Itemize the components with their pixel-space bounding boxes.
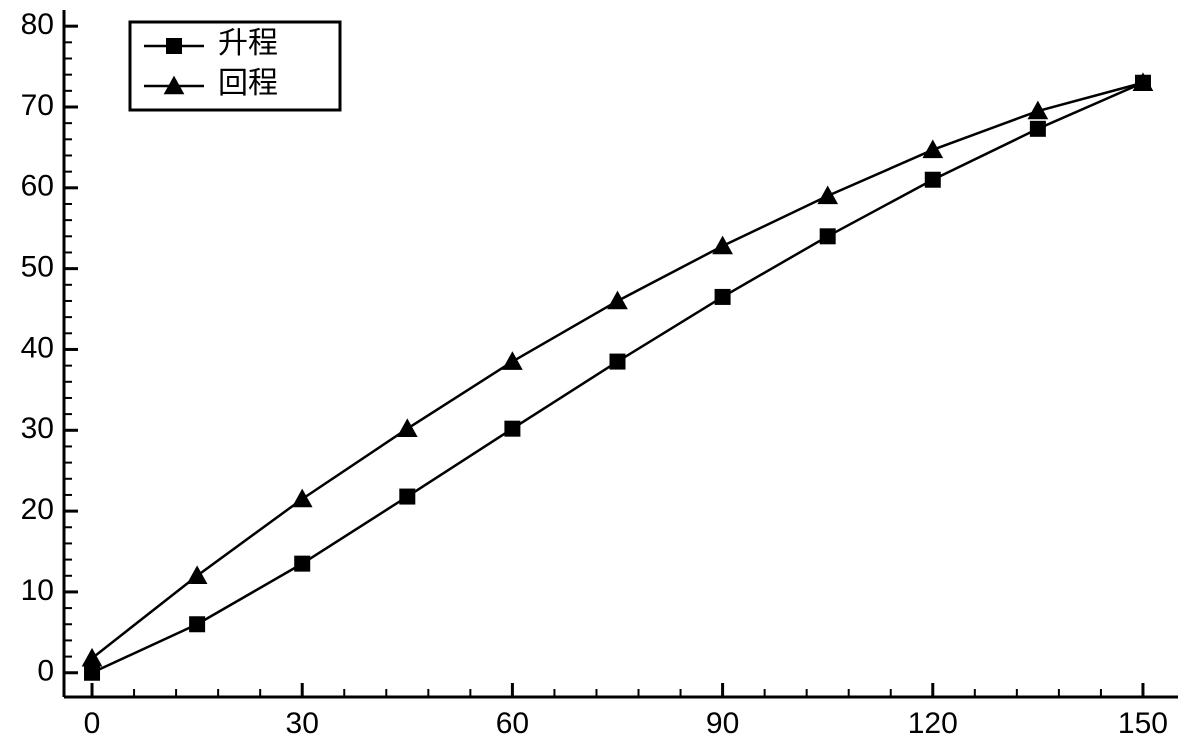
y-tick-label: 60 (21, 170, 54, 203)
x-tick-label: 30 (286, 707, 319, 740)
line-chart: 0 10 20 30 40 50 60 70 80 0 30 60 90 120 150 升程回程 (0, 0, 1189, 754)
x-tick-label: 0 (84, 707, 101, 740)
legend: 升程回程 (130, 22, 340, 110)
y-tick-label: 80 (21, 8, 54, 41)
y-tick-label: 70 (21, 89, 54, 122)
legend-label: 升程 (218, 27, 278, 60)
legend-label: 回程 (218, 67, 278, 100)
x-ticks: 0 30 60 90 120 150 (84, 683, 1168, 740)
y-tick-label: 0 (37, 655, 54, 688)
y-ticks: 0 10 20 30 40 50 60 70 80 (21, 8, 78, 688)
y-tick-label: 20 (21, 493, 54, 526)
x-tick-label: 120 (908, 707, 958, 740)
chart-container: 0 10 20 30 40 50 60 70 80 0 30 60 90 120 150 升程回程 (0, 0, 1189, 754)
x-tick-label: 60 (496, 707, 529, 740)
y-tick-label: 30 (21, 412, 54, 445)
series-升程 (84, 75, 1151, 681)
y-tick-label: 40 (21, 331, 54, 364)
x-tick-label: 90 (706, 707, 739, 740)
x-tick-label: 150 (1118, 707, 1168, 740)
y-tick-label: 50 (21, 251, 54, 284)
y-tick-label: 10 (21, 574, 54, 607)
